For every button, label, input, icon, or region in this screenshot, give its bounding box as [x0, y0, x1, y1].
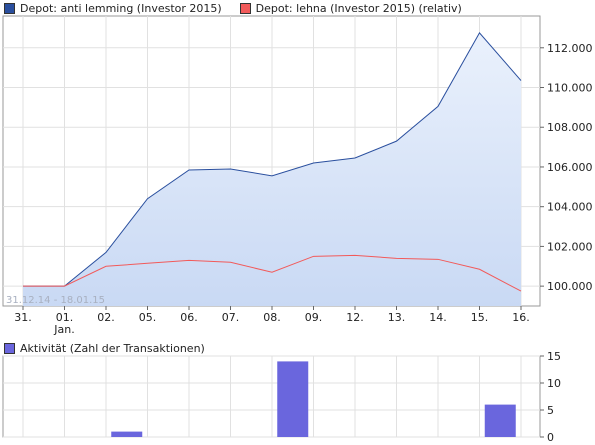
main-x-tick-label: 15.: [471, 311, 489, 324]
series-2-line: [23, 254, 522, 292]
legend-label-series-1: Depot: anti lemming (Investor 2015): [20, 1, 222, 15]
activity-bar: [484, 404, 516, 437]
main-x-tick-label: 31.: [14, 311, 32, 324]
activity-y-tick-label: 0: [547, 431, 554, 444]
legend-item-series-2: Depot: lehna (Investor 2015) (relativ): [236, 2, 462, 15]
legend-swatch-activity: [4, 342, 15, 354]
main-lines: [23, 32, 522, 292]
main-y-tick-label: 106.000: [547, 161, 593, 174]
main-y-tick-label: 102.000: [547, 240, 593, 253]
legend-item-activity: Aktivität (Zahl der Transaktionen): [0, 342, 205, 355]
series-1-area: [23, 32, 521, 307]
activity-axes: 0 5 10 15: [540, 350, 561, 444]
activity-grid: [2, 355, 541, 438]
main-x-tick-label: 06.: [180, 311, 198, 324]
main-y-tick-label: 100.000: [547, 280, 593, 293]
main-y-tick-label: 110.000: [547, 82, 593, 95]
date-range-label: 31.12.14 - 18.01.15: [6, 295, 105, 306]
activity-y-tick-label: 5: [547, 404, 554, 417]
legend-item-series-1: Depot: anti lemming (Investor 2015): [0, 2, 222, 15]
activity-legend: Aktivität (Zahl der Transaktionen): [0, 340, 219, 356]
main-x-tick-label: 13.: [388, 311, 406, 324]
activity-y-tick-label: 10: [547, 377, 561, 390]
main-x-tick-label: 08.: [263, 311, 281, 324]
main-y-tick-label: 104.000: [547, 201, 593, 214]
series-1-line: [23, 32, 522, 287]
activity-bars: [111, 361, 516, 437]
activity-y-tick-label: 15: [547, 350, 561, 363]
main-x-tick-label: 09.: [305, 311, 323, 324]
main-x-sublabel: Jan.: [53, 323, 74, 336]
main-area: [23, 32, 521, 307]
legend-label-activity: Aktivität (Zahl der Transaktionen): [20, 341, 205, 355]
main-x-tick-label: 12.: [346, 311, 364, 324]
main-x-tick-label: 05.: [139, 311, 157, 324]
main-axes: 100.000 102.000 104.000 106.000 108.000 110.0…: [14, 42, 592, 336]
main-y-tick-label: 108.000: [547, 121, 593, 134]
main-x-tick-label: 14.: [429, 311, 447, 324]
main-x-tick-label: 02.: [97, 311, 115, 324]
main-x-tick-label: 07.: [222, 311, 240, 324]
legend-label-series-2: Depot: lehna (Investor 2015) (relativ): [255, 1, 462, 15]
main-x-tick-label: 16.: [512, 311, 530, 324]
main-legend: Depot: anti lemming (Investor 2015) Depo…: [0, 0, 476, 16]
activity-bar: [277, 361, 309, 437]
activity-bar: [111, 431, 143, 437]
main-y-tick-label: 112.000: [547, 42, 593, 55]
legend-swatch-series-1: [4, 2, 15, 14]
main-x-tick-label: 01.: [56, 311, 74, 324]
legend-swatch-series-2: [239, 2, 251, 14]
